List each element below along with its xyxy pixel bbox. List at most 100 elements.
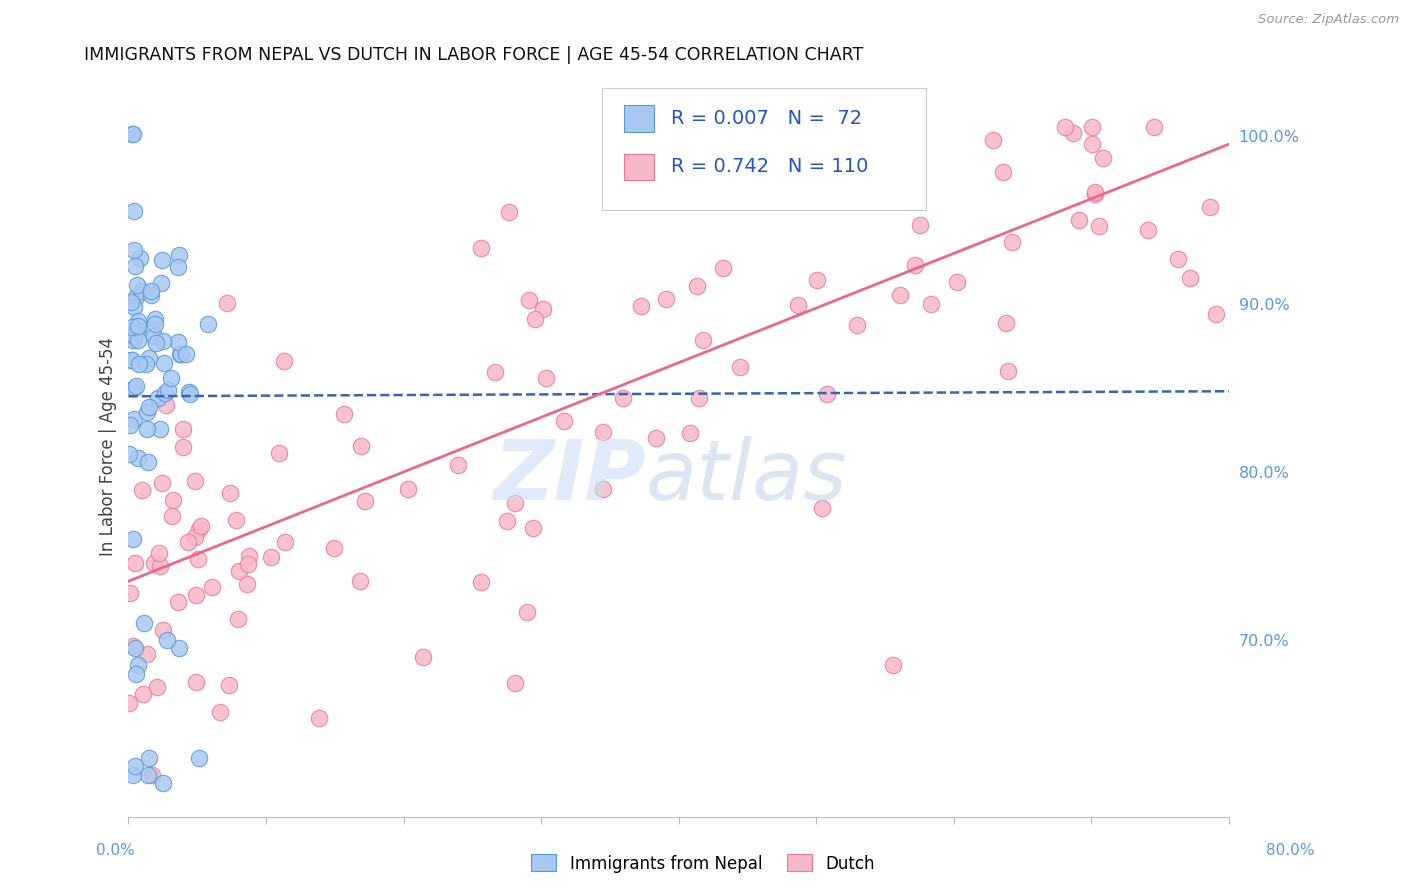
Point (138, 750, 160, 764)
Point (124, 641, 146, 656)
Point (120, 585, 142, 599)
Point (167, 641, 190, 656)
Point (997, 364, 1019, 378)
Point (125, 290, 148, 304)
Point (127, 658, 149, 673)
Point (132, 687, 155, 701)
Point (592, 425, 614, 440)
Point (260, 550, 283, 565)
Point (1142, 120, 1164, 135)
FancyBboxPatch shape (602, 88, 927, 210)
Point (118, 418, 141, 433)
Legend: Immigrants from Nepal, Dutch: Immigrants from Nepal, Dutch (524, 847, 882, 880)
Point (1084, 186, 1107, 201)
Point (122, 127, 145, 141)
Point (225, 513, 247, 527)
Point (152, 334, 174, 348)
Point (1081, 136, 1104, 151)
Point (125, 666, 148, 681)
FancyBboxPatch shape (624, 153, 654, 180)
Point (645, 431, 668, 445)
Point (149, 559, 172, 574)
Point (143, 317, 166, 331)
Point (143, 557, 166, 571)
Point (522, 521, 544, 535)
Point (470, 241, 492, 255)
Point (118, 447, 141, 461)
Point (150, 252, 173, 267)
Point (160, 508, 183, 523)
Point (470, 574, 492, 589)
Point (121, 767, 143, 781)
Point (174, 346, 197, 360)
Point (1167, 252, 1189, 266)
Point (127, 333, 149, 347)
Point (630, 299, 652, 313)
Point (208, 705, 231, 719)
Point (1067, 212, 1090, 227)
Point (122, 639, 145, 653)
Point (188, 750, 211, 764)
Text: R = 0.007   N =  72: R = 0.007 N = 72 (671, 110, 862, 128)
Point (447, 458, 470, 472)
Point (170, 347, 193, 361)
Point (534, 371, 557, 385)
Point (308, 710, 330, 724)
Point (179, 386, 201, 401)
Y-axis label: In Labor Force | Age 45-54: In Labor Force | Age 45-54 (100, 337, 117, 557)
Point (121, 352, 143, 367)
Point (167, 335, 190, 350)
Point (121, 127, 143, 141)
Point (177, 535, 200, 549)
Point (139, 288, 162, 302)
Point (149, 276, 172, 290)
Point (127, 318, 149, 333)
Point (124, 244, 146, 258)
Point (166, 260, 188, 275)
Point (1091, 151, 1114, 165)
Point (143, 329, 166, 343)
Point (138, 400, 160, 414)
Point (135, 648, 157, 662)
Point (553, 414, 575, 428)
Point (1136, 223, 1159, 237)
Point (1087, 219, 1109, 233)
Point (236, 557, 259, 571)
Point (201, 580, 224, 594)
Point (188, 522, 211, 536)
Point (908, 218, 931, 232)
Point (218, 678, 240, 692)
Point (124, 259, 146, 273)
Point (127, 451, 149, 466)
Point (503, 496, 526, 510)
Point (517, 293, 540, 307)
Point (1178, 271, 1201, 285)
Point (1062, 126, 1084, 140)
Point (135, 405, 157, 419)
Point (125, 320, 148, 334)
Point (524, 312, 547, 326)
Point (806, 273, 828, 287)
Point (728, 359, 751, 374)
Point (218, 486, 240, 500)
Point (156, 633, 179, 648)
Point (889, 288, 911, 302)
Point (238, 549, 260, 563)
Point (1081, 120, 1104, 135)
Point (135, 422, 157, 436)
Point (322, 541, 344, 556)
Point (152, 623, 174, 637)
Point (228, 564, 250, 578)
Point (129, 251, 152, 265)
Point (136, 455, 159, 469)
Point (155, 399, 177, 413)
Point (118, 696, 141, 710)
Point (122, 333, 145, 347)
Point (1199, 200, 1222, 214)
Text: 0.0%: 0.0% (96, 843, 135, 857)
Point (612, 392, 634, 406)
Point (197, 317, 219, 331)
Point (153, 356, 176, 370)
Point (143, 312, 166, 326)
Point (1205, 307, 1227, 321)
